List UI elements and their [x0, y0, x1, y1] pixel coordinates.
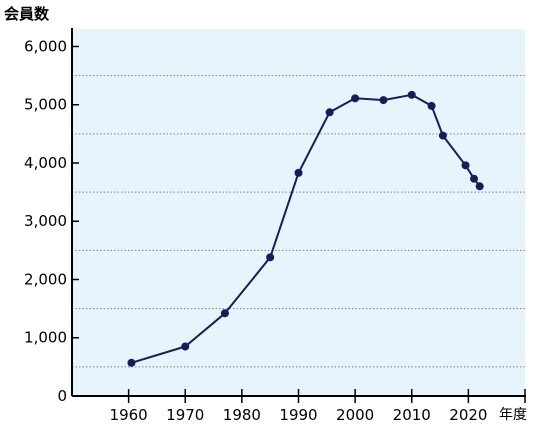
data-point — [427, 101, 436, 110]
x-axis-ticks: 1960 1970 1980 1990 2000 2010 2020 — [110, 389, 526, 424]
y-tick-label: 2,000 — [24, 270, 67, 288]
y-tick-label: 5,000 — [24, 96, 67, 114]
y-tick-label: 4,000 — [24, 154, 67, 172]
x-tick-label: 1960 — [110, 406, 148, 424]
data-point — [351, 94, 360, 103]
data-point — [438, 131, 447, 140]
data-point — [407, 90, 416, 99]
data-point — [220, 309, 229, 318]
data-point — [461, 161, 470, 170]
y-axis-ticks: 0 1,000 2,000 3,000 4,000 5,000 6,000 — [24, 37, 79, 405]
data-point — [325, 108, 334, 117]
y-tick-label: 1,000 — [24, 329, 67, 347]
y-tick-label: 6,000 — [24, 37, 67, 55]
y-axis-title: 会員数 — [4, 5, 50, 23]
series-line — [131, 93, 481, 364]
data-point — [470, 174, 479, 183]
y-tick-label: 0 — [57, 387, 67, 405]
x-tick-label: 1990 — [279, 406, 317, 424]
data-point — [379, 96, 388, 105]
data-points — [127, 90, 484, 367]
x-tick-label: 2020 — [449, 406, 487, 424]
data-point — [181, 342, 190, 351]
plot-background — [72, 29, 525, 396]
y-tick-label: 3,000 — [24, 212, 67, 230]
data-point — [294, 168, 303, 177]
data-point — [475, 182, 484, 191]
x-tick-label: 1980 — [223, 406, 261, 424]
data-point — [127, 358, 136, 367]
x-tick-label: 2010 — [393, 406, 431, 424]
x-tick-label: 2000 — [336, 406, 374, 424]
x-tick-label: 1970 — [166, 406, 204, 424]
data-point — [266, 253, 275, 262]
x-axis-title: 年度 — [499, 407, 527, 423]
